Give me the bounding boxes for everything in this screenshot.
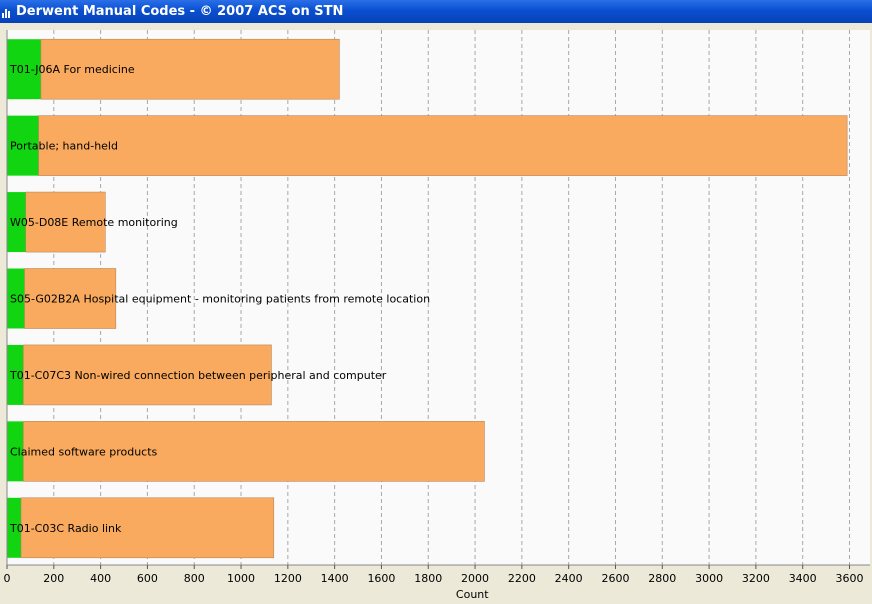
bar-1-segment-0 <box>7 115 39 176</box>
bar-label-2: W05-D08E Remote monitoring <box>10 216 178 229</box>
x-tick-label-1800: 1800 <box>414 572 442 585</box>
bar-4-segment-1 <box>23 344 272 406</box>
x-tick-label-800: 800 <box>184 572 205 585</box>
x-tick-label-0: 0 <box>4 572 11 585</box>
x-tick-label-3400: 3400 <box>789 572 817 585</box>
x-tick-label-400: 400 <box>90 572 111 585</box>
bar-label-6: T01-C03C Radio link <box>9 522 122 535</box>
bar-chart-icon <box>2 6 12 18</box>
x-tick-label-1400: 1400 <box>321 572 349 585</box>
x-tick-label-1000: 1000 <box>227 572 255 585</box>
bar-6-segment-1 <box>20 497 275 559</box>
bar-2-segment-0 <box>7 192 26 253</box>
bar-label-3: S05-G02B2A Hospital equipment - monitori… <box>10 293 430 306</box>
x-tick-label-2600: 2600 <box>601 572 629 585</box>
bar-3-segment-0 <box>7 268 25 329</box>
bar-label-5: Claimed software products <box>10 445 158 458</box>
x-tick-label-2200: 2200 <box>508 572 536 585</box>
x-tick-label-3200: 3200 <box>742 572 770 585</box>
bar-3-segment-1 <box>24 268 117 329</box>
bar-1-segment-1 <box>38 115 848 176</box>
x-tick-label-1200: 1200 <box>274 572 302 585</box>
x-tick-label-2000: 2000 <box>461 572 489 585</box>
x-tick-label-2800: 2800 <box>648 572 676 585</box>
bar-5-segment-0 <box>7 421 24 482</box>
bar-label-4: T01-C07C3 Non-wired connection between p… <box>9 369 387 382</box>
bar-2-segment-1 <box>25 191 106 253</box>
bar-4-segment-0 <box>7 344 24 405</box>
bar-label-0: T01-J06A For medicine <box>9 63 135 76</box>
bar-0-segment-0 <box>7 39 41 100</box>
x-tick-label-1600: 1600 <box>367 572 395 585</box>
bar-chart: T01-J06A For medicine Portable; hand-held… <box>4 30 870 601</box>
title-bar: Derwent Manual Codes - © 2007 ACS on STN <box>0 0 872 23</box>
x-tick-label-3600: 3600 <box>836 572 864 585</box>
x-tick-label-200: 200 <box>43 572 64 585</box>
x-tick-label-3000: 3000 <box>695 572 723 585</box>
bar-5-segment-1 <box>23 421 485 482</box>
bar-6-segment-0 <box>7 497 22 558</box>
x-axis-title: Count <box>456 588 489 601</box>
bar-0-segment-1 <box>40 38 340 100</box>
window-title: Derwent Manual Codes - © 2007 ACS on STN <box>16 4 344 19</box>
x-tick-label-2400: 2400 <box>555 572 583 585</box>
x-tick-label-600: 600 <box>137 572 158 585</box>
bar-label-1: Portable; hand-held <box>10 140 118 153</box>
